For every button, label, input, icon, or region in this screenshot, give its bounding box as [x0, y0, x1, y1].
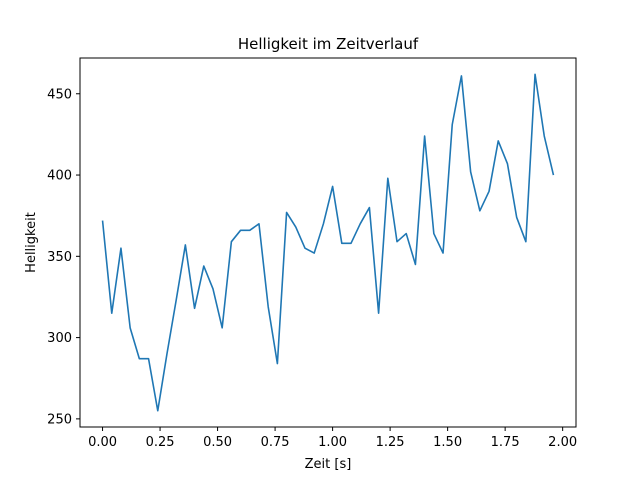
y-tick-label: 300	[47, 331, 72, 346]
plot-area	[101, 73, 555, 412]
x-tick-label: 0.00	[88, 435, 117, 450]
x-tick-label: 1.00	[318, 435, 347, 450]
x-tick-label: 0.50	[203, 435, 232, 450]
series-line	[101, 73, 555, 412]
x-tick-label: 1.25	[376, 435, 405, 450]
y-axis-label: Helligkeit	[24, 212, 39, 273]
y-tick-label: 400	[47, 169, 72, 184]
axes-frame	[79, 57, 577, 428]
x-tick-label: 1.75	[491, 435, 520, 450]
y-tick-label: 350	[47, 250, 72, 265]
y-tick-label: 250	[47, 412, 72, 427]
x-tick-label: 1.50	[433, 435, 462, 450]
x-tick-label: 0.25	[146, 435, 175, 450]
y-tick-label: 450	[47, 87, 72, 102]
x-tick-label: 2.00	[548, 435, 577, 450]
y-axis-ticks: 250 300 350 400 450	[47, 87, 80, 427]
x-axis-label: Zeit [s]	[305, 457, 352, 472]
x-tick-label: 0.75	[261, 435, 290, 450]
x-axis-ticks: 0.00 0.25 0.50 0.75 1.00 1.25 1.50 1.75 2.00	[88, 427, 577, 450]
chart-title: Helligkeit im Zeitverlauf	[238, 35, 419, 53]
